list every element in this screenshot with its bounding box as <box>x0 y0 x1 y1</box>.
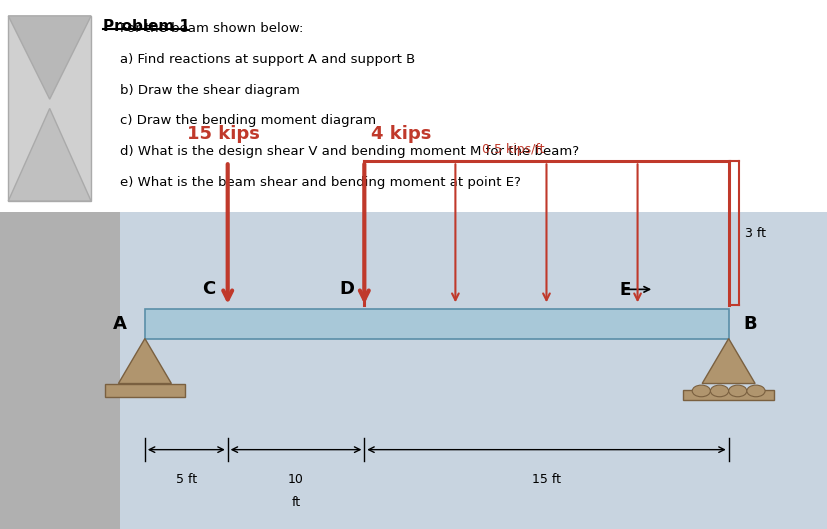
Text: A: A <box>112 315 127 333</box>
Text: c) Draw the bending moment diagram: c) Draw the bending moment diagram <box>120 114 375 127</box>
Circle shape <box>746 385 764 397</box>
Text: b) Draw the shear diagram: b) Draw the shear diagram <box>120 84 299 97</box>
Text: d) What is the design shear V and bending moment M for the beam?: d) What is the design shear V and bendin… <box>120 145 578 158</box>
Bar <box>682 390 773 400</box>
Polygon shape <box>8 16 91 99</box>
Bar <box>145 309 728 339</box>
Text: Problem 1: Problem 1 <box>103 19 190 33</box>
Text: 3 ft: 3 ft <box>744 227 765 240</box>
Text: e) What is the beam shear and bending moment at point E?: e) What is the beam shear and bending mo… <box>120 176 520 189</box>
Text: B: B <box>743 315 756 333</box>
Text: For the beam shown below:: For the beam shown below: <box>120 22 303 35</box>
Polygon shape <box>701 339 754 384</box>
Text: 15 ft: 15 ft <box>531 473 561 487</box>
Bar <box>105 384 184 397</box>
Circle shape <box>728 385 746 397</box>
Bar <box>0 0 827 212</box>
Text: 15 kips: 15 kips <box>187 125 260 143</box>
Text: E: E <box>619 281 630 299</box>
Text: a) Find reactions at support A and support B: a) Find reactions at support A and suppo… <box>120 53 415 66</box>
Circle shape <box>691 385 710 397</box>
Polygon shape <box>8 108 91 201</box>
Text: D: D <box>339 280 354 298</box>
Text: 5 ft: 5 ft <box>175 473 197 487</box>
Bar <box>8 16 91 201</box>
Text: 4 kips: 4 kips <box>371 125 431 143</box>
Text: 0.5 kips/ft: 0.5 kips/ft <box>481 143 544 156</box>
Text: ft: ft <box>291 496 300 509</box>
Circle shape <box>710 385 728 397</box>
Polygon shape <box>118 339 171 384</box>
Text: 10: 10 <box>288 473 304 487</box>
Text: C: C <box>202 280 215 298</box>
Bar <box>120 212 827 529</box>
